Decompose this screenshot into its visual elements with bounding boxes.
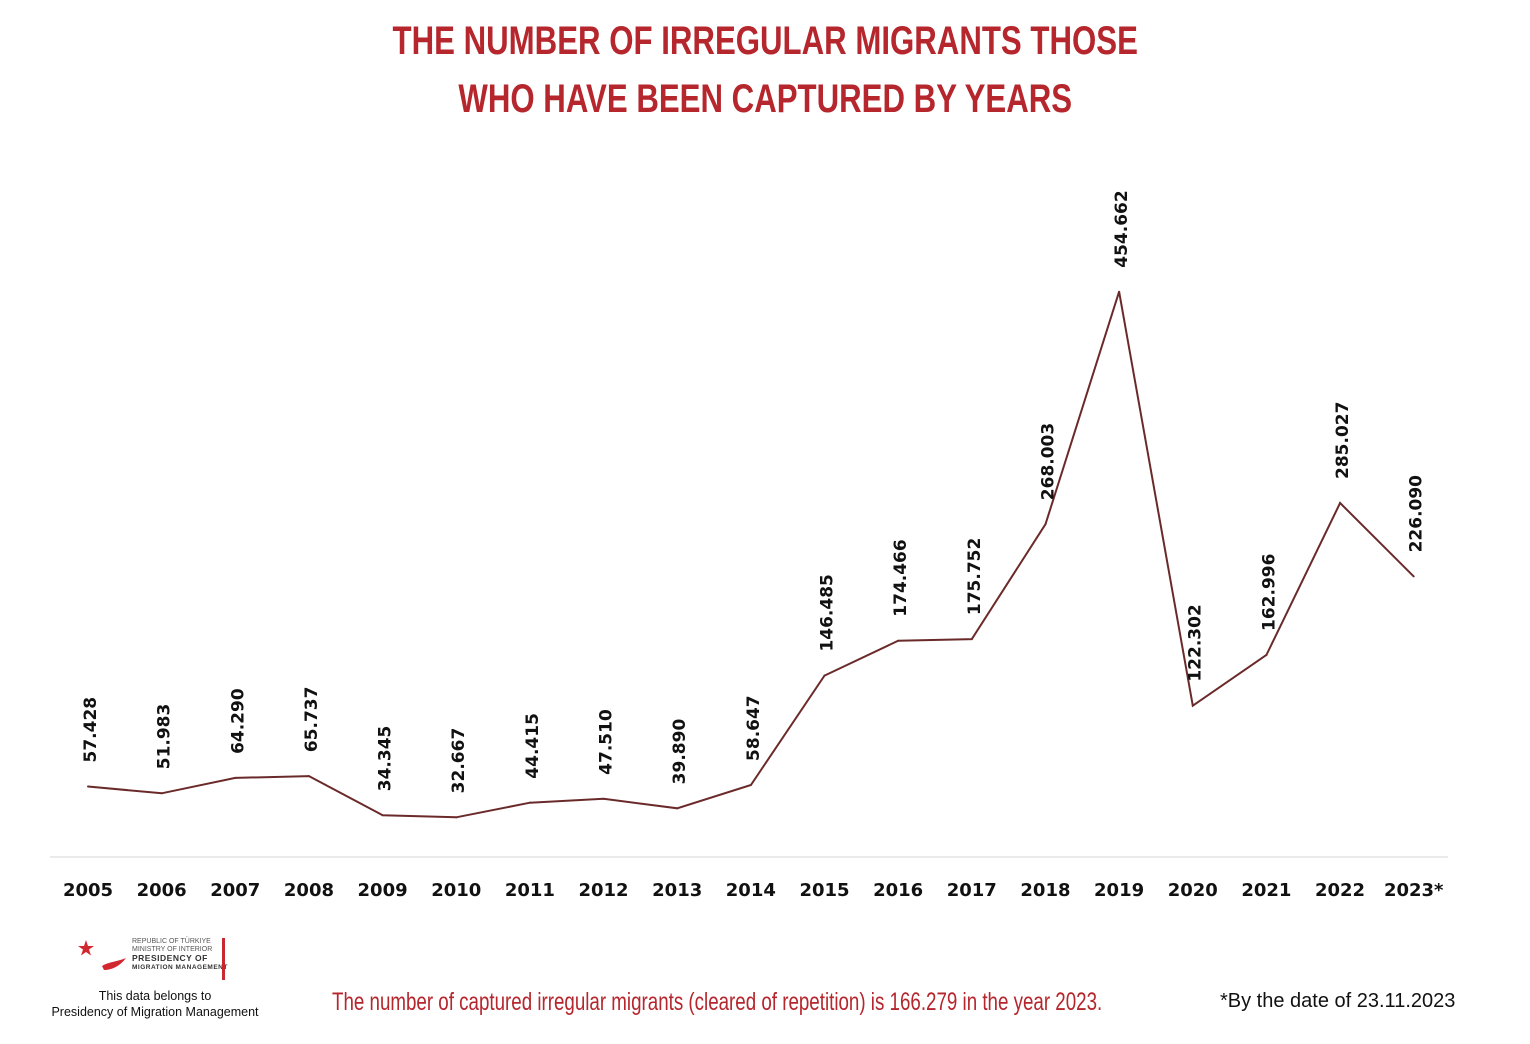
data-label-2005: 57.428 (81, 697, 101, 763)
logo-text: REPUBLIC OF TÜRKIYE MINISTRY OF INTERIOR… (132, 938, 228, 972)
logo-divider (222, 938, 225, 980)
data-point-2014 (749, 783, 752, 786)
x-tick-label-2022: 2022 (1315, 880, 1365, 901)
x-tick-label-2005: 2005 (63, 880, 113, 901)
logo-line-3: PRESIDENCY OF (132, 953, 208, 963)
data-point-2010 (455, 816, 458, 819)
logo-line-4: MIGRATION MANAGEMENT (132, 964, 228, 971)
owner-note-line-1: This data belongs to (98, 989, 212, 1003)
data-label-2023: 226.090 (1407, 475, 1427, 553)
data-point-2011 (528, 801, 531, 804)
data-point-2019 (1118, 290, 1121, 293)
x-tick-label-2014: 2014 (726, 880, 776, 901)
footnote-cleared-count: The number of captured irregular migrant… (332, 988, 1103, 1016)
logo-line-2: MINISTRY OF INTERIOR (132, 946, 213, 953)
x-tick-label-2011: 2011 (505, 880, 555, 901)
data-label-2010: 32.667 (449, 728, 469, 794)
x-tick-label-2019: 2019 (1094, 880, 1144, 901)
data-label-2011: 44.415 (523, 713, 543, 779)
data-point-2022 (1339, 501, 1342, 504)
data-label-2012: 47.510 (597, 709, 617, 775)
data-point-2018 (1044, 523, 1047, 526)
data-point-2008 (307, 775, 310, 778)
x-tick-label-2009: 2009 (358, 880, 408, 901)
x-tick-label-2016: 2016 (873, 880, 923, 901)
data-point-2013 (676, 807, 679, 810)
data-owner-note: This data belongs to Presidency of Migra… (40, 988, 270, 1020)
x-tick-label-2013: 2013 (652, 880, 702, 901)
data-point-2006 (160, 792, 163, 795)
data-label-2019: 454.662 (1112, 190, 1132, 267)
x-tick-label-2006: 2006 (137, 880, 187, 901)
data-label-2006: 51.983 (155, 704, 175, 770)
x-tick-label-2015: 2015 (799, 880, 849, 901)
data-point-2015 (823, 674, 826, 677)
data-point-2009 (381, 814, 384, 817)
data-label-2008: 65.737 (302, 687, 322, 753)
data-point-2023 (1412, 575, 1415, 578)
data-point-2012 (602, 797, 605, 800)
data-point-2005 (87, 785, 89, 788)
data-point-2021 (1265, 653, 1268, 656)
chart-title-line-2: WHO HAVE BEEN CAPTURED BY YEARS (458, 77, 1073, 121)
data-label-2009: 34.345 (376, 726, 396, 792)
owner-note-line-2: Presidency of Migration Management (51, 1005, 259, 1019)
logo-line-1: REPUBLIC OF TÜRKIYE (132, 938, 211, 945)
data-label-2007: 64.290 (228, 688, 248, 754)
x-tick-label-2007: 2007 (210, 880, 260, 901)
data-label-2013: 39.890 (670, 719, 690, 785)
x-tick-label-2017: 2017 (947, 880, 997, 901)
x-tick-label-2010: 2010 (431, 880, 481, 901)
x-tick-label-2018: 2018 (1020, 880, 1070, 901)
x-tick-label-2020: 2020 (1168, 880, 1218, 901)
x-tick-label-2023: 2023* (1384, 880, 1444, 901)
data-label-2014: 58.647 (744, 695, 764, 761)
data-label-2018: 268.003 (1038, 423, 1058, 500)
chart-title-line-1: THE NUMBER OF IRREGULAR MIGRANTS THOSE (392, 19, 1138, 63)
data-label-2021: 162.996 (1259, 554, 1279, 631)
data-label-2022: 285.027 (1333, 402, 1353, 479)
x-tick-label-2008: 2008 (284, 880, 334, 901)
ministry-logo: REPUBLIC OF TÜRKIYE MINISTRY OF INTERIOR… (76, 936, 236, 988)
data-label-2020: 122.302 (1186, 604, 1206, 681)
data-point-2016 (897, 639, 900, 642)
x-tick-label-2012: 2012 (578, 880, 628, 901)
data-label-2015: 146.485 (818, 574, 838, 651)
data-point-2017 (970, 638, 973, 641)
crescent-star-bird-icon (78, 940, 126, 980)
data-point-2007 (234, 776, 237, 779)
footnote-date: *By the date of 23.11.2023 (1220, 990, 1456, 1012)
data-label-2016: 174.466 (891, 539, 911, 616)
x-tick-label-2021: 2021 (1241, 880, 1291, 901)
data-label-2017: 175.752 (965, 538, 985, 615)
data-point-2020 (1191, 704, 1194, 707)
